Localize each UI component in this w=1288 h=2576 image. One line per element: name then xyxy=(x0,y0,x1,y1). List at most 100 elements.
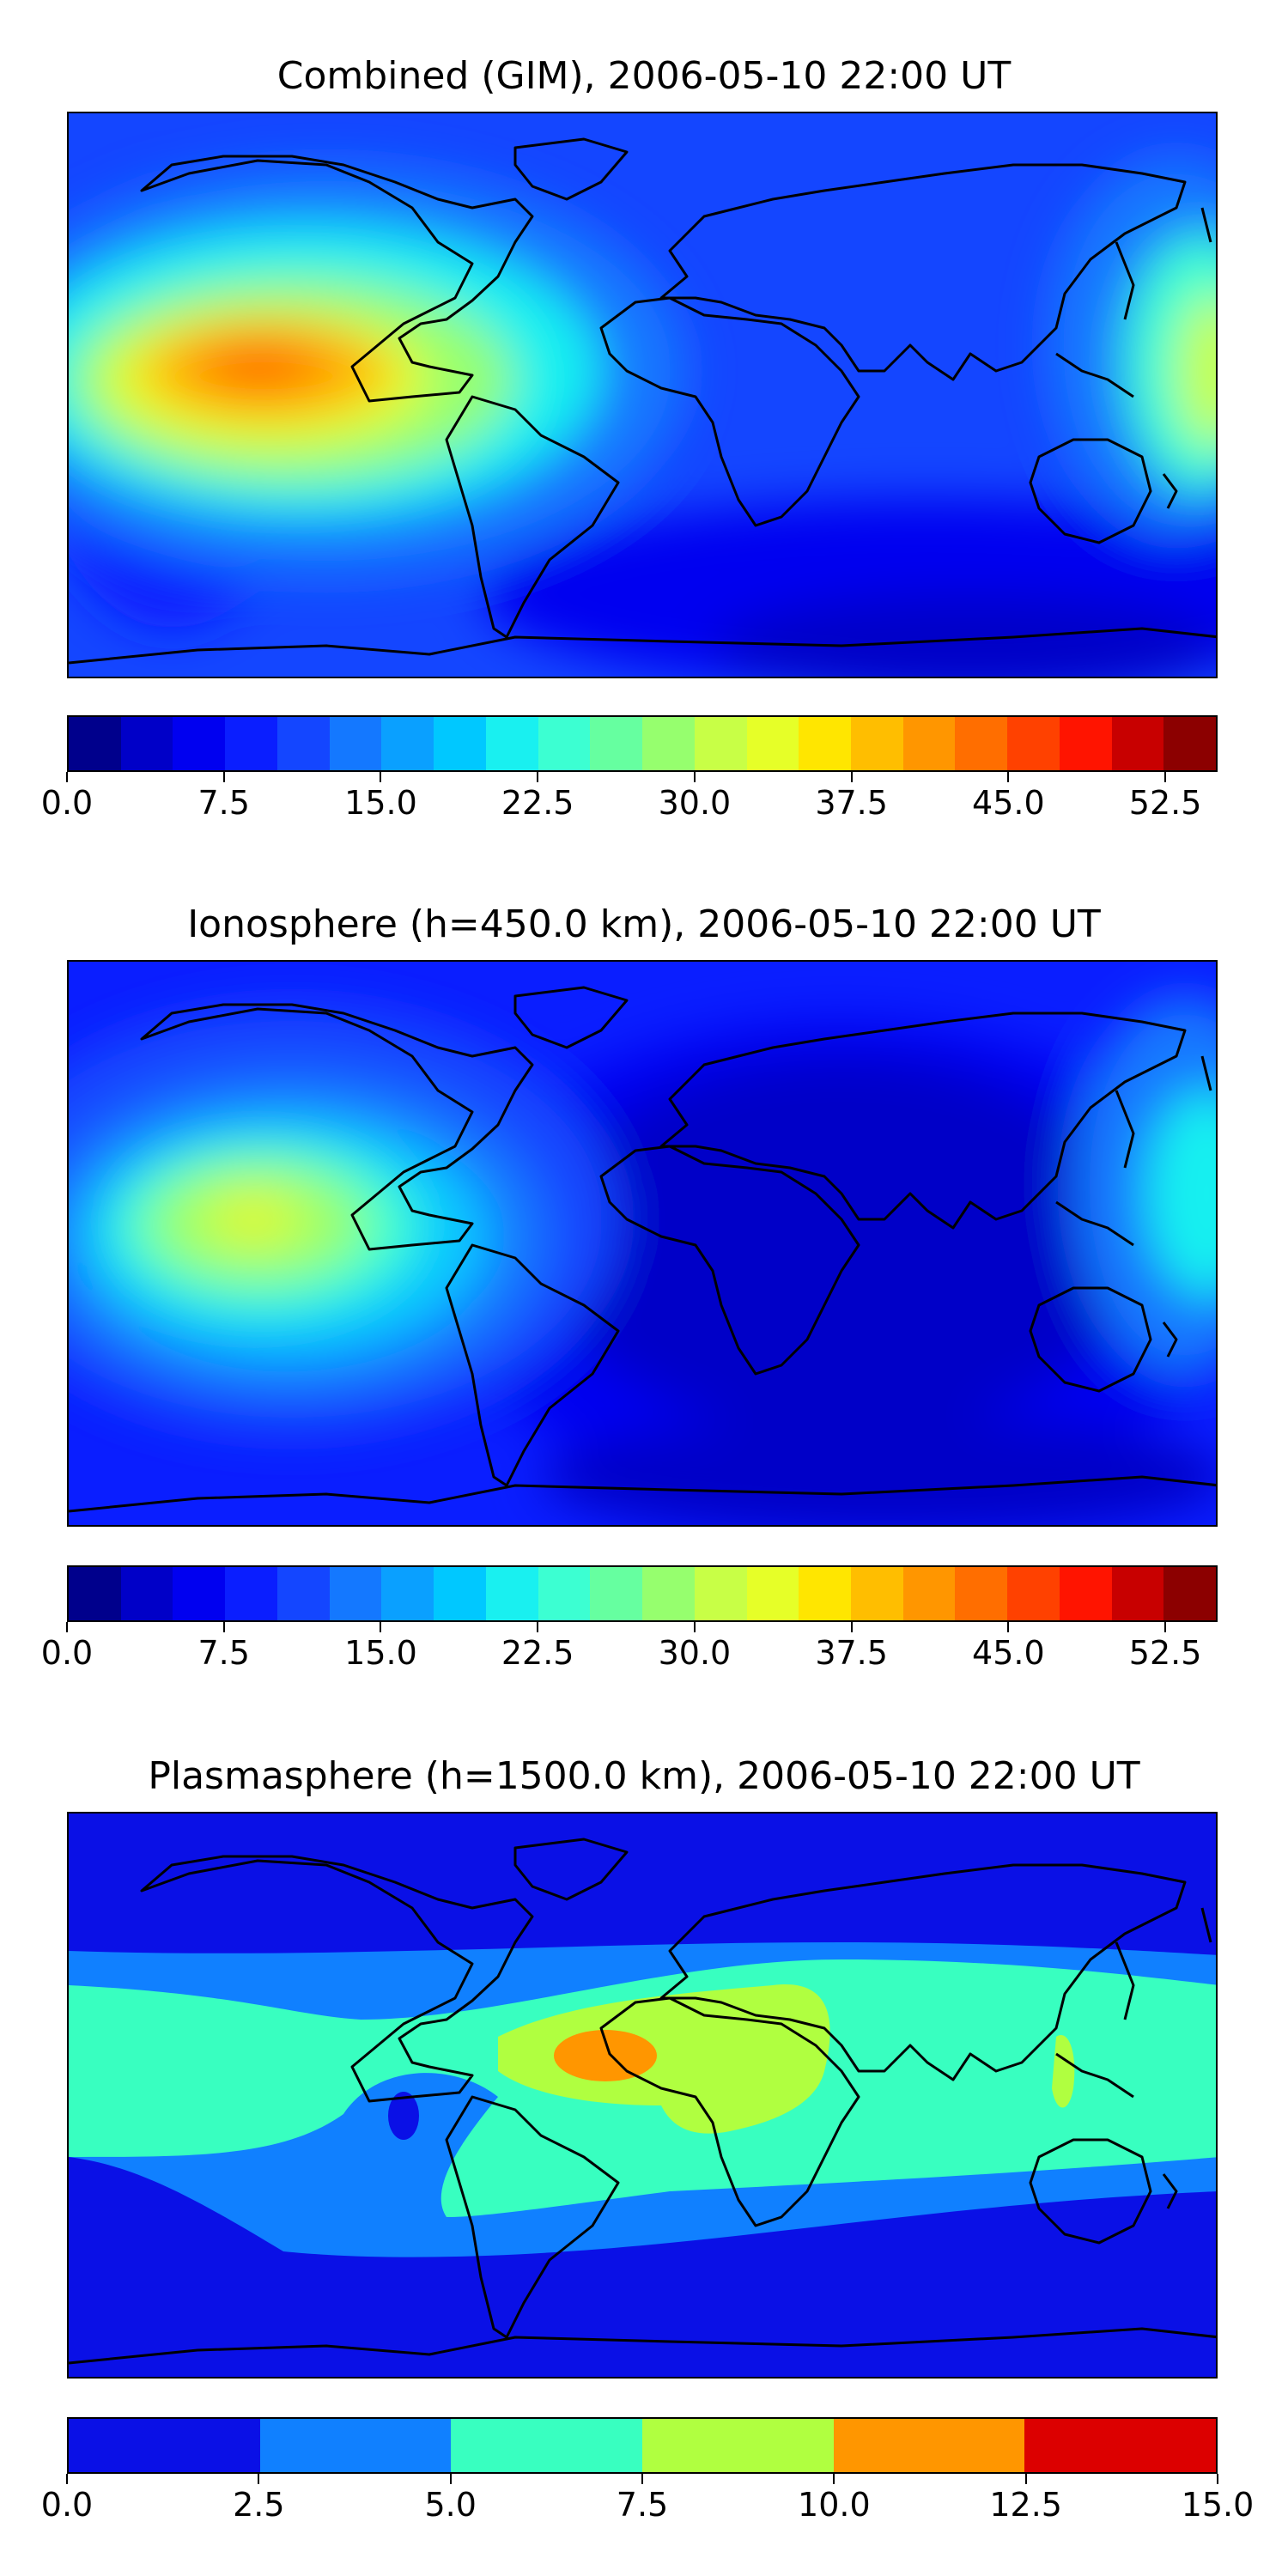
colorbar-tick-mark xyxy=(693,772,696,782)
colorbar-tick-label: 2.5 xyxy=(233,2486,285,2524)
colorbar-tick-label: 7.5 xyxy=(197,784,250,822)
colorbar-tick-mark xyxy=(850,772,853,782)
colorbar-segment xyxy=(485,717,538,770)
colorbar-segment xyxy=(381,1567,434,1620)
colorbar-tick-label: 0.0 xyxy=(40,784,94,822)
colorbar-tick-label: 7.5 xyxy=(616,2486,669,2524)
colorbar-tick-label: 12.5 xyxy=(989,2486,1062,2524)
colorbar-segment xyxy=(259,2419,452,2472)
colorbar-segment xyxy=(276,1567,330,1620)
colorbar-segment xyxy=(902,717,956,770)
colorbar-tick-mark xyxy=(66,2474,68,2484)
colorbar-segment xyxy=(833,2419,1025,2472)
colorbar-tick-mark xyxy=(222,772,225,782)
colorbar-segment xyxy=(69,717,121,770)
colorbar-segment xyxy=(1059,717,1112,770)
colorbar-tick-label: 15.0 xyxy=(1181,2486,1255,2524)
colorbar-tick-label: 15.0 xyxy=(344,1634,417,1672)
colorbar-tick-label: 52.5 xyxy=(1128,1634,1202,1672)
colorbar-segment xyxy=(485,1567,538,1620)
colorbar-tick-label: 5.0 xyxy=(424,2486,477,2524)
colorbar-tick-mark xyxy=(850,1622,853,1632)
colorbar-segment xyxy=(225,1567,277,1620)
panel-title-plasmasphere: Plasmasphere (h=1500.0 km), 2006-05-10 2… xyxy=(148,1754,1140,1798)
colorbar-ionosphere xyxy=(67,1565,1218,1622)
colorbar-tick-mark xyxy=(1164,772,1167,782)
colorbar-tick-mark xyxy=(537,1622,539,1632)
colorbar-segment xyxy=(120,717,173,770)
colorbar-segment xyxy=(276,717,330,770)
colorbar-segment xyxy=(69,1567,121,1620)
colorbar-tick-label: 15.0 xyxy=(344,784,417,822)
colorbar-segment xyxy=(694,1567,747,1620)
panel-title-combined: Combined (GIM), 2006-05-10 22:00 UT xyxy=(276,54,1012,98)
colorbar-tick-label: 45.0 xyxy=(972,784,1045,822)
colorbar-segment xyxy=(225,717,277,770)
coastlines xyxy=(69,986,1216,1513)
colorbar-segment xyxy=(1007,1567,1060,1620)
map-plasmasphere xyxy=(67,1812,1218,2379)
colorbar-segment xyxy=(1007,717,1060,770)
colorbar-segment xyxy=(538,717,591,770)
colorbar-ticks-combined: 0.0 7.5 15.0 22.5 30.0 37.5 45.0 52.5 xyxy=(41,772,1218,822)
colorbar-segment xyxy=(642,717,695,770)
colorbar-tick-label: 10.0 xyxy=(798,2486,871,2524)
colorbar-combined xyxy=(67,715,1218,772)
colorbar-segment xyxy=(538,1567,591,1620)
colorbar-segment xyxy=(799,717,852,770)
colorbar-tick-mark xyxy=(537,772,539,782)
coastlines xyxy=(69,1838,1216,2365)
colorbar-tick-mark xyxy=(449,2474,452,2484)
colorbar-segment xyxy=(173,717,226,770)
colorbar-segment xyxy=(434,717,486,770)
colorbar-segment xyxy=(851,717,903,770)
colorbar-tick-label: 45.0 xyxy=(972,1634,1045,1672)
colorbar-segment xyxy=(329,717,382,770)
colorbar-tick-label: 22.5 xyxy=(501,784,574,822)
colorbar-tick-mark xyxy=(693,1622,696,1632)
colorbar-segment xyxy=(694,717,747,770)
colorbar-segment xyxy=(329,1567,382,1620)
colorbar-segment xyxy=(955,717,1008,770)
colorbar-segment xyxy=(1163,1567,1217,1620)
panel-title-ionosphere: Ionosphere (h=450.0 km), 2006-05-10 22:0… xyxy=(187,902,1101,946)
colorbar-tick-mark xyxy=(1007,772,1010,782)
colorbar-tick-label: 30.0 xyxy=(658,1634,732,1672)
colorbar-segment xyxy=(1059,1567,1112,1620)
colorbar-segment xyxy=(1111,717,1164,770)
colorbar-tick-mark xyxy=(1164,1622,1167,1632)
colorbar-tick-mark xyxy=(380,772,382,782)
colorbar-ticks-plasmasphere: 0.0 2.5 5.0 7.5 10.0 12.5 15.0 xyxy=(41,2474,1254,2524)
colorbar-tick-label: 0.0 xyxy=(40,2486,94,2524)
colorbar-segment xyxy=(590,1567,643,1620)
colorbar-tick-mark xyxy=(1217,2474,1218,2484)
colorbar-tick-label: 37.5 xyxy=(815,784,888,822)
colorbar-ticks-ionosphere: 0.0 7.5 15.0 22.5 30.0 37.5 45.0 52.5 xyxy=(41,1622,1218,1672)
colorbar-segment xyxy=(642,1567,695,1620)
colorbar-segment xyxy=(902,1567,956,1620)
colorbar-tick-label: 37.5 xyxy=(815,1634,888,1672)
colorbar-plasmasphere xyxy=(67,2417,1218,2474)
colorbar-segment xyxy=(851,1567,903,1620)
colorbar-tick-label: 0.0 xyxy=(40,1634,94,1672)
colorbar-segment xyxy=(451,2419,643,2472)
colorbar-tick-mark xyxy=(380,1622,382,1632)
colorbar-tick-mark xyxy=(66,1622,68,1632)
map-ionosphere xyxy=(67,960,1218,1527)
colorbar-segment xyxy=(1024,2419,1217,2472)
colorbar-tick-label: 22.5 xyxy=(501,1634,574,1672)
colorbar-segment xyxy=(799,1567,852,1620)
colorbar-segment xyxy=(642,2419,834,2472)
colorbar-segment xyxy=(120,1567,173,1620)
colorbar-segment xyxy=(381,717,434,770)
colorbar-tick-mark xyxy=(1007,1622,1010,1632)
colorbar-segment xyxy=(955,1567,1008,1620)
colorbar-segment xyxy=(69,2419,260,2472)
colorbar-tick-label: 52.5 xyxy=(1128,784,1202,822)
map-combined-gim xyxy=(67,112,1218,678)
colorbar-tick-label: 30.0 xyxy=(658,784,732,822)
colorbar-segment xyxy=(1163,717,1217,770)
colorbar-segment xyxy=(173,1567,226,1620)
colorbar-tick-mark xyxy=(222,1622,225,1632)
colorbar-tick-mark xyxy=(66,772,68,782)
